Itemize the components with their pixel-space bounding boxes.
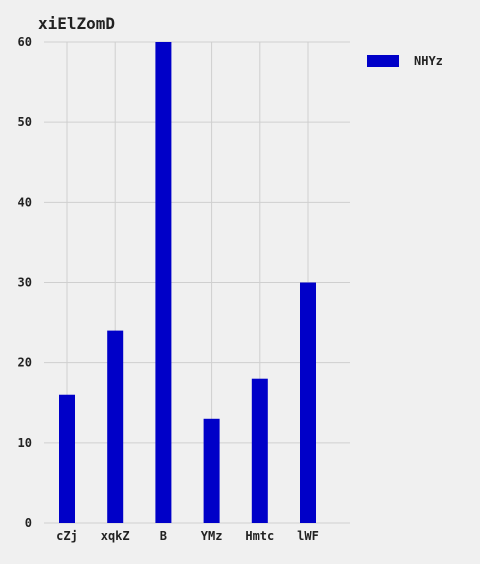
bar: [107, 330, 124, 523]
y-tick-label: 40: [18, 195, 32, 209]
bar: [203, 418, 220, 523]
y-tick-label: 0: [25, 516, 32, 530]
x-tick-label: cZj: [56, 529, 78, 543]
legend-label: NHYz: [414, 54, 443, 68]
chart-title: xiElZomD: [38, 14, 116, 33]
bar: [59, 394, 75, 523]
legend: NHYz: [367, 54, 443, 68]
y-tick-label: 60: [18, 35, 32, 49]
y-tick-label: 10: [18, 436, 32, 450]
bar: [251, 378, 268, 523]
x-tick-label: Hmtc: [245, 529, 274, 543]
x-tick-label: B: [160, 529, 167, 543]
y-tick-label: 50: [18, 115, 32, 129]
y-tick-label: 20: [18, 356, 32, 370]
x-tick-label: YMz: [201, 529, 223, 543]
x-tick-label: xqkZ: [101, 529, 130, 543]
y-tick-label: 30: [18, 276, 32, 290]
x-tick-label: lWF: [297, 529, 319, 543]
bar: [300, 282, 316, 523]
legend-swatch: [367, 55, 399, 67]
bar: [155, 42, 172, 523]
